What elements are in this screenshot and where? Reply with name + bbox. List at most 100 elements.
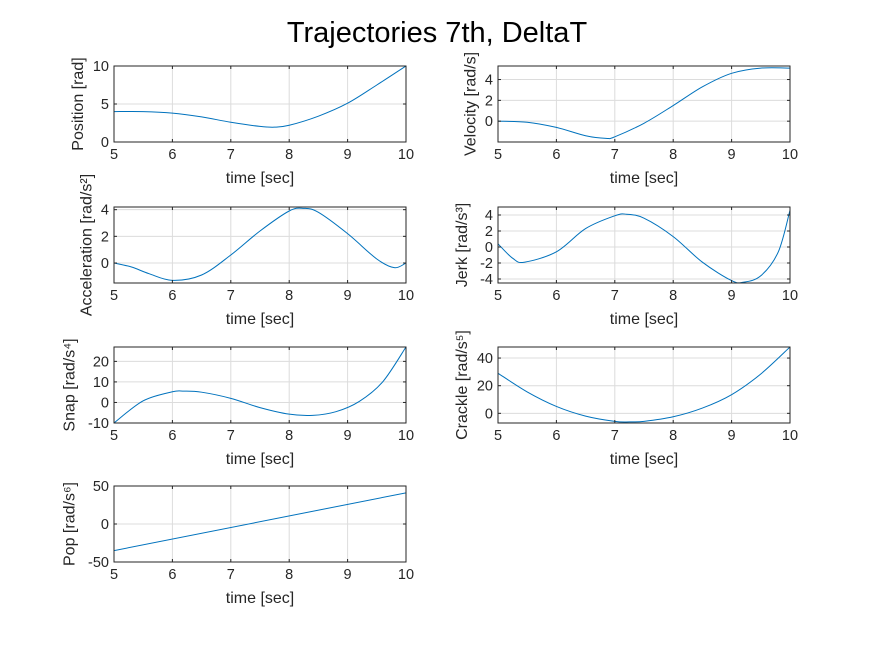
x-tick-label: 7 xyxy=(227,428,235,444)
axes-background xyxy=(498,66,790,142)
axes-box xyxy=(497,346,791,424)
y-tick-label: 20 xyxy=(93,354,109,370)
y-tick-label: 50 xyxy=(93,479,109,495)
axes-background xyxy=(114,347,406,423)
y-tick-label: -50 xyxy=(88,555,109,571)
x-tick-label: 7 xyxy=(611,147,619,163)
subplot-7: 5 6 7 8 9 10 -50 0 50 time [sec] Pop [rad/s⁶] xyxy=(62,479,415,607)
y-axis-label: Pop [rad/s⁶] xyxy=(62,482,79,566)
axes-background xyxy=(498,347,790,423)
subplot-5: 5 6 7 8 9 10 -10 0 10 20 time [sec] Snap [rad/s⁴] xyxy=(62,338,415,468)
y-tick-label: 0 xyxy=(485,240,493,256)
x-tick-label: 5 xyxy=(494,288,502,304)
y-tick-label: 0 xyxy=(101,517,109,533)
x-tick-label: 6 xyxy=(552,428,560,444)
x-axis-label: time [sec] xyxy=(610,311,678,328)
x-axis-label: time [sec] xyxy=(226,451,294,468)
x-tick-label: 6 xyxy=(168,147,176,163)
y-tick-label: 4 xyxy=(485,73,493,89)
y-tick-label: -10 xyxy=(88,416,109,432)
y-tick-label: 10 xyxy=(93,59,109,75)
y-axis-label: Snap [rad/s⁴] xyxy=(62,338,79,431)
x-tick-label: 6 xyxy=(168,288,176,304)
x-tick-label: 7 xyxy=(227,288,235,304)
x-tick-label: 5 xyxy=(494,428,502,444)
y-tick-label: 10 xyxy=(93,375,109,391)
series-line xyxy=(114,66,406,128)
series-line xyxy=(114,347,406,423)
x-tick-label: 8 xyxy=(285,428,293,444)
subplot-6: 5 6 7 8 9 10 0 20 40 time [sec] Crackle [rad/s⁵] xyxy=(454,330,798,468)
y-tick-label: -2 xyxy=(480,256,493,272)
y-tick-label: 4 xyxy=(101,203,109,219)
x-tick-label: 10 xyxy=(782,428,798,444)
x-axis-label: time [sec] xyxy=(610,170,678,187)
x-tick-label: 6 xyxy=(552,288,560,304)
x-tick-label: 10 xyxy=(398,147,414,163)
y-axis-label: Jerk [rad/s³] xyxy=(454,203,471,287)
x-tick-label: 9 xyxy=(344,147,352,163)
x-tick-label: 10 xyxy=(398,567,414,583)
x-tick-label: 8 xyxy=(669,147,677,163)
y-tick-label: 0 xyxy=(101,395,109,411)
axes-box xyxy=(113,346,407,424)
series-line xyxy=(498,347,790,423)
y-axis-label: Velocity [rad/s] xyxy=(463,52,480,156)
x-tick-label: 5 xyxy=(110,147,118,163)
x-tick-label: 6 xyxy=(552,147,560,163)
x-tick-label: 7 xyxy=(227,567,235,583)
y-tick-label: -4 xyxy=(480,272,493,288)
y-tick-label: 0 xyxy=(485,406,493,422)
x-tick-label: 8 xyxy=(285,567,293,583)
x-tick-label: 9 xyxy=(344,428,352,444)
y-tick-label: 4 xyxy=(485,208,493,224)
y-tick-label: 2 xyxy=(101,229,109,245)
x-axis-label: time [sec] xyxy=(226,170,294,187)
figure-title: Trajectories 7th, DeltaT xyxy=(287,17,588,49)
y-tick-label: 5 xyxy=(101,97,109,113)
x-tick-label: 10 xyxy=(782,288,798,304)
x-tick-label: 5 xyxy=(110,288,118,304)
y-axis-label: Position [rad] xyxy=(70,57,87,150)
x-tick-label: 9 xyxy=(728,428,736,444)
x-tick-label: 7 xyxy=(611,428,619,444)
x-axis-label: time [sec] xyxy=(610,451,678,468)
series-line xyxy=(114,207,406,281)
axes-background xyxy=(498,207,790,283)
x-axis-label: time [sec] xyxy=(226,590,294,607)
subplot-2: 5 6 7 8 9 10 0 2 4 time [sec] Velocity [rad/s] xyxy=(463,52,799,187)
x-tick-label: 6 xyxy=(168,428,176,444)
x-tick-label: 9 xyxy=(728,147,736,163)
x-tick-label: 5 xyxy=(494,147,502,163)
y-tick-label: 0 xyxy=(101,256,109,272)
y-tick-label: 0 xyxy=(101,135,109,151)
y-tick-label: 20 xyxy=(477,379,493,395)
x-tick-label: 10 xyxy=(398,428,414,444)
x-tick-label: 7 xyxy=(611,288,619,304)
x-tick-label: 8 xyxy=(285,288,293,304)
y-axis-label: Crackle [rad/s⁵] xyxy=(454,330,471,440)
x-tick-label: 10 xyxy=(782,147,798,163)
series-line xyxy=(498,210,790,283)
x-axis-label: time [sec] xyxy=(226,311,294,328)
x-tick-label: 9 xyxy=(728,288,736,304)
y-tick-label: 2 xyxy=(485,93,493,109)
axes-box xyxy=(497,206,791,284)
series-line xyxy=(114,492,406,552)
x-tick-label: 9 xyxy=(344,288,352,304)
x-tick-label: 8 xyxy=(669,428,677,444)
x-tick-label: 5 xyxy=(110,428,118,444)
x-tick-label: 5 xyxy=(110,567,118,583)
x-tick-label: 10 xyxy=(398,288,414,304)
x-tick-label: 6 xyxy=(168,567,176,583)
axes-box xyxy=(497,65,791,143)
x-tick-label: 7 xyxy=(227,147,235,163)
y-tick-label: 2 xyxy=(485,224,493,240)
subplot-3: 5 6 7 8 9 10 0 2 4 time [sec] Acceleration [rad/s²… xyxy=(79,174,415,328)
axes-box xyxy=(113,206,407,284)
y-tick-label: 40 xyxy=(477,351,493,367)
x-tick-label: 8 xyxy=(285,147,293,163)
